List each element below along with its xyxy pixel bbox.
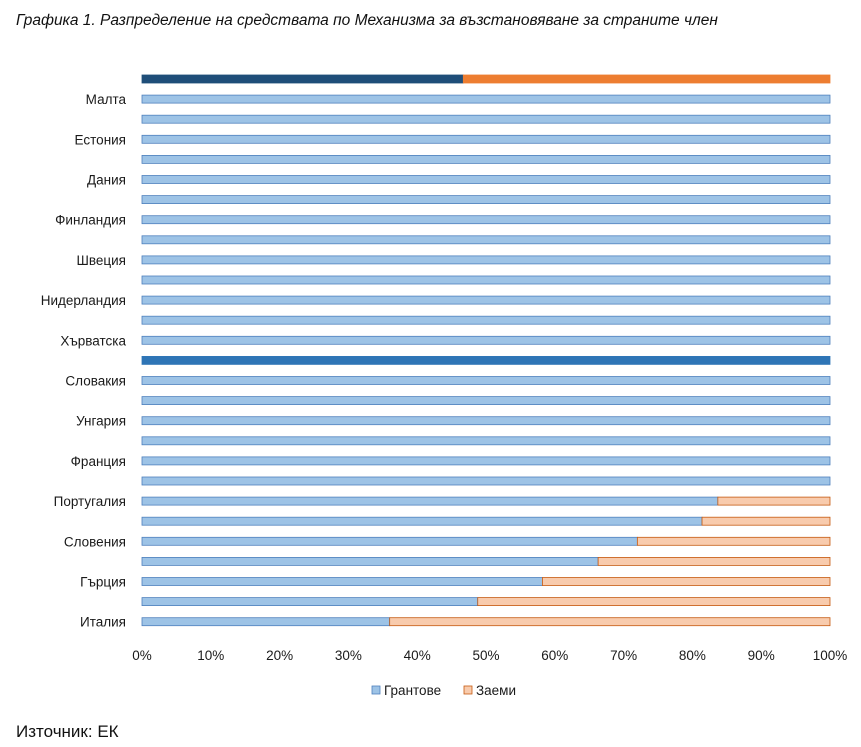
x-tick-label: 100% [813,648,848,663]
legend-label: Заеми [476,683,516,698]
bar-grants [141,114,831,124]
category-label: Дания [87,173,126,188]
category-label: Португалия [54,494,126,509]
x-tick-label: 60% [541,648,568,663]
source-note: Източник: ЕК [16,722,119,741]
bar-grants [141,376,831,385]
x-tick-label: 10% [197,648,224,663]
bar-grants [141,355,831,365]
bar-grants [141,557,599,566]
category-label: Италия [80,615,126,630]
bar-grants [141,476,831,486]
x-tick-label: 50% [472,648,499,663]
category-label: Финландия [55,213,126,228]
bar-loans [389,617,831,627]
x-tick-label: 40% [404,648,431,663]
bar-loans [701,516,831,526]
bar-grants [141,295,831,305]
bar-loans [597,557,831,566]
bar-grants [141,597,479,606]
category-label: Естония [75,132,126,147]
bar-grants [141,536,638,546]
x-tick-label: 70% [610,648,637,663]
bar-grants [141,134,831,144]
bar-grants [141,416,831,426]
bar-grants [141,315,831,325]
chart-title: Графика 1. Разпределение на средствата п… [16,12,718,29]
bar-loans [717,496,831,506]
category-label: Гърция [80,575,126,590]
bar-grants [141,396,831,406]
legend-label: Грантове [384,683,441,698]
bar-grants [141,94,831,104]
category-label: Словакия [65,374,126,389]
x-tick-label: 80% [679,648,706,663]
bar-grants [141,154,831,164]
bar-grants [141,335,831,345]
bar-grants [141,516,703,526]
bar-grants [141,496,719,506]
bar-grants [141,617,391,627]
bar-loans [542,577,831,586]
category-label: Франция [71,454,126,469]
bar-grants [141,436,831,446]
bar-loans [477,597,831,606]
legend-swatch [463,685,473,695]
bar-grants [141,456,831,466]
bar-grants [141,175,831,184]
bar-grants [141,255,831,265]
bar-grants [141,74,464,84]
bar-grants [141,577,543,586]
bar-grants [141,235,831,245]
bar-grants [141,275,831,285]
bar-loans [636,536,831,546]
category-label: Малта [86,92,127,107]
category-label: Унгария [76,414,126,429]
bar-grants [141,195,831,205]
category-label: Словения [64,534,126,549]
bar-loans [462,74,831,84]
x-tick-label: 30% [335,648,362,663]
bar-grants [141,215,831,225]
category-label: Хърватска [60,333,126,348]
x-tick-label: 20% [266,648,293,663]
legend-swatch [371,685,381,695]
category-label: Швеция [77,253,127,268]
x-tick-label: 90% [748,648,775,663]
category-label: Нидерландия [41,293,126,308]
x-tick-label: 0% [132,648,152,663]
